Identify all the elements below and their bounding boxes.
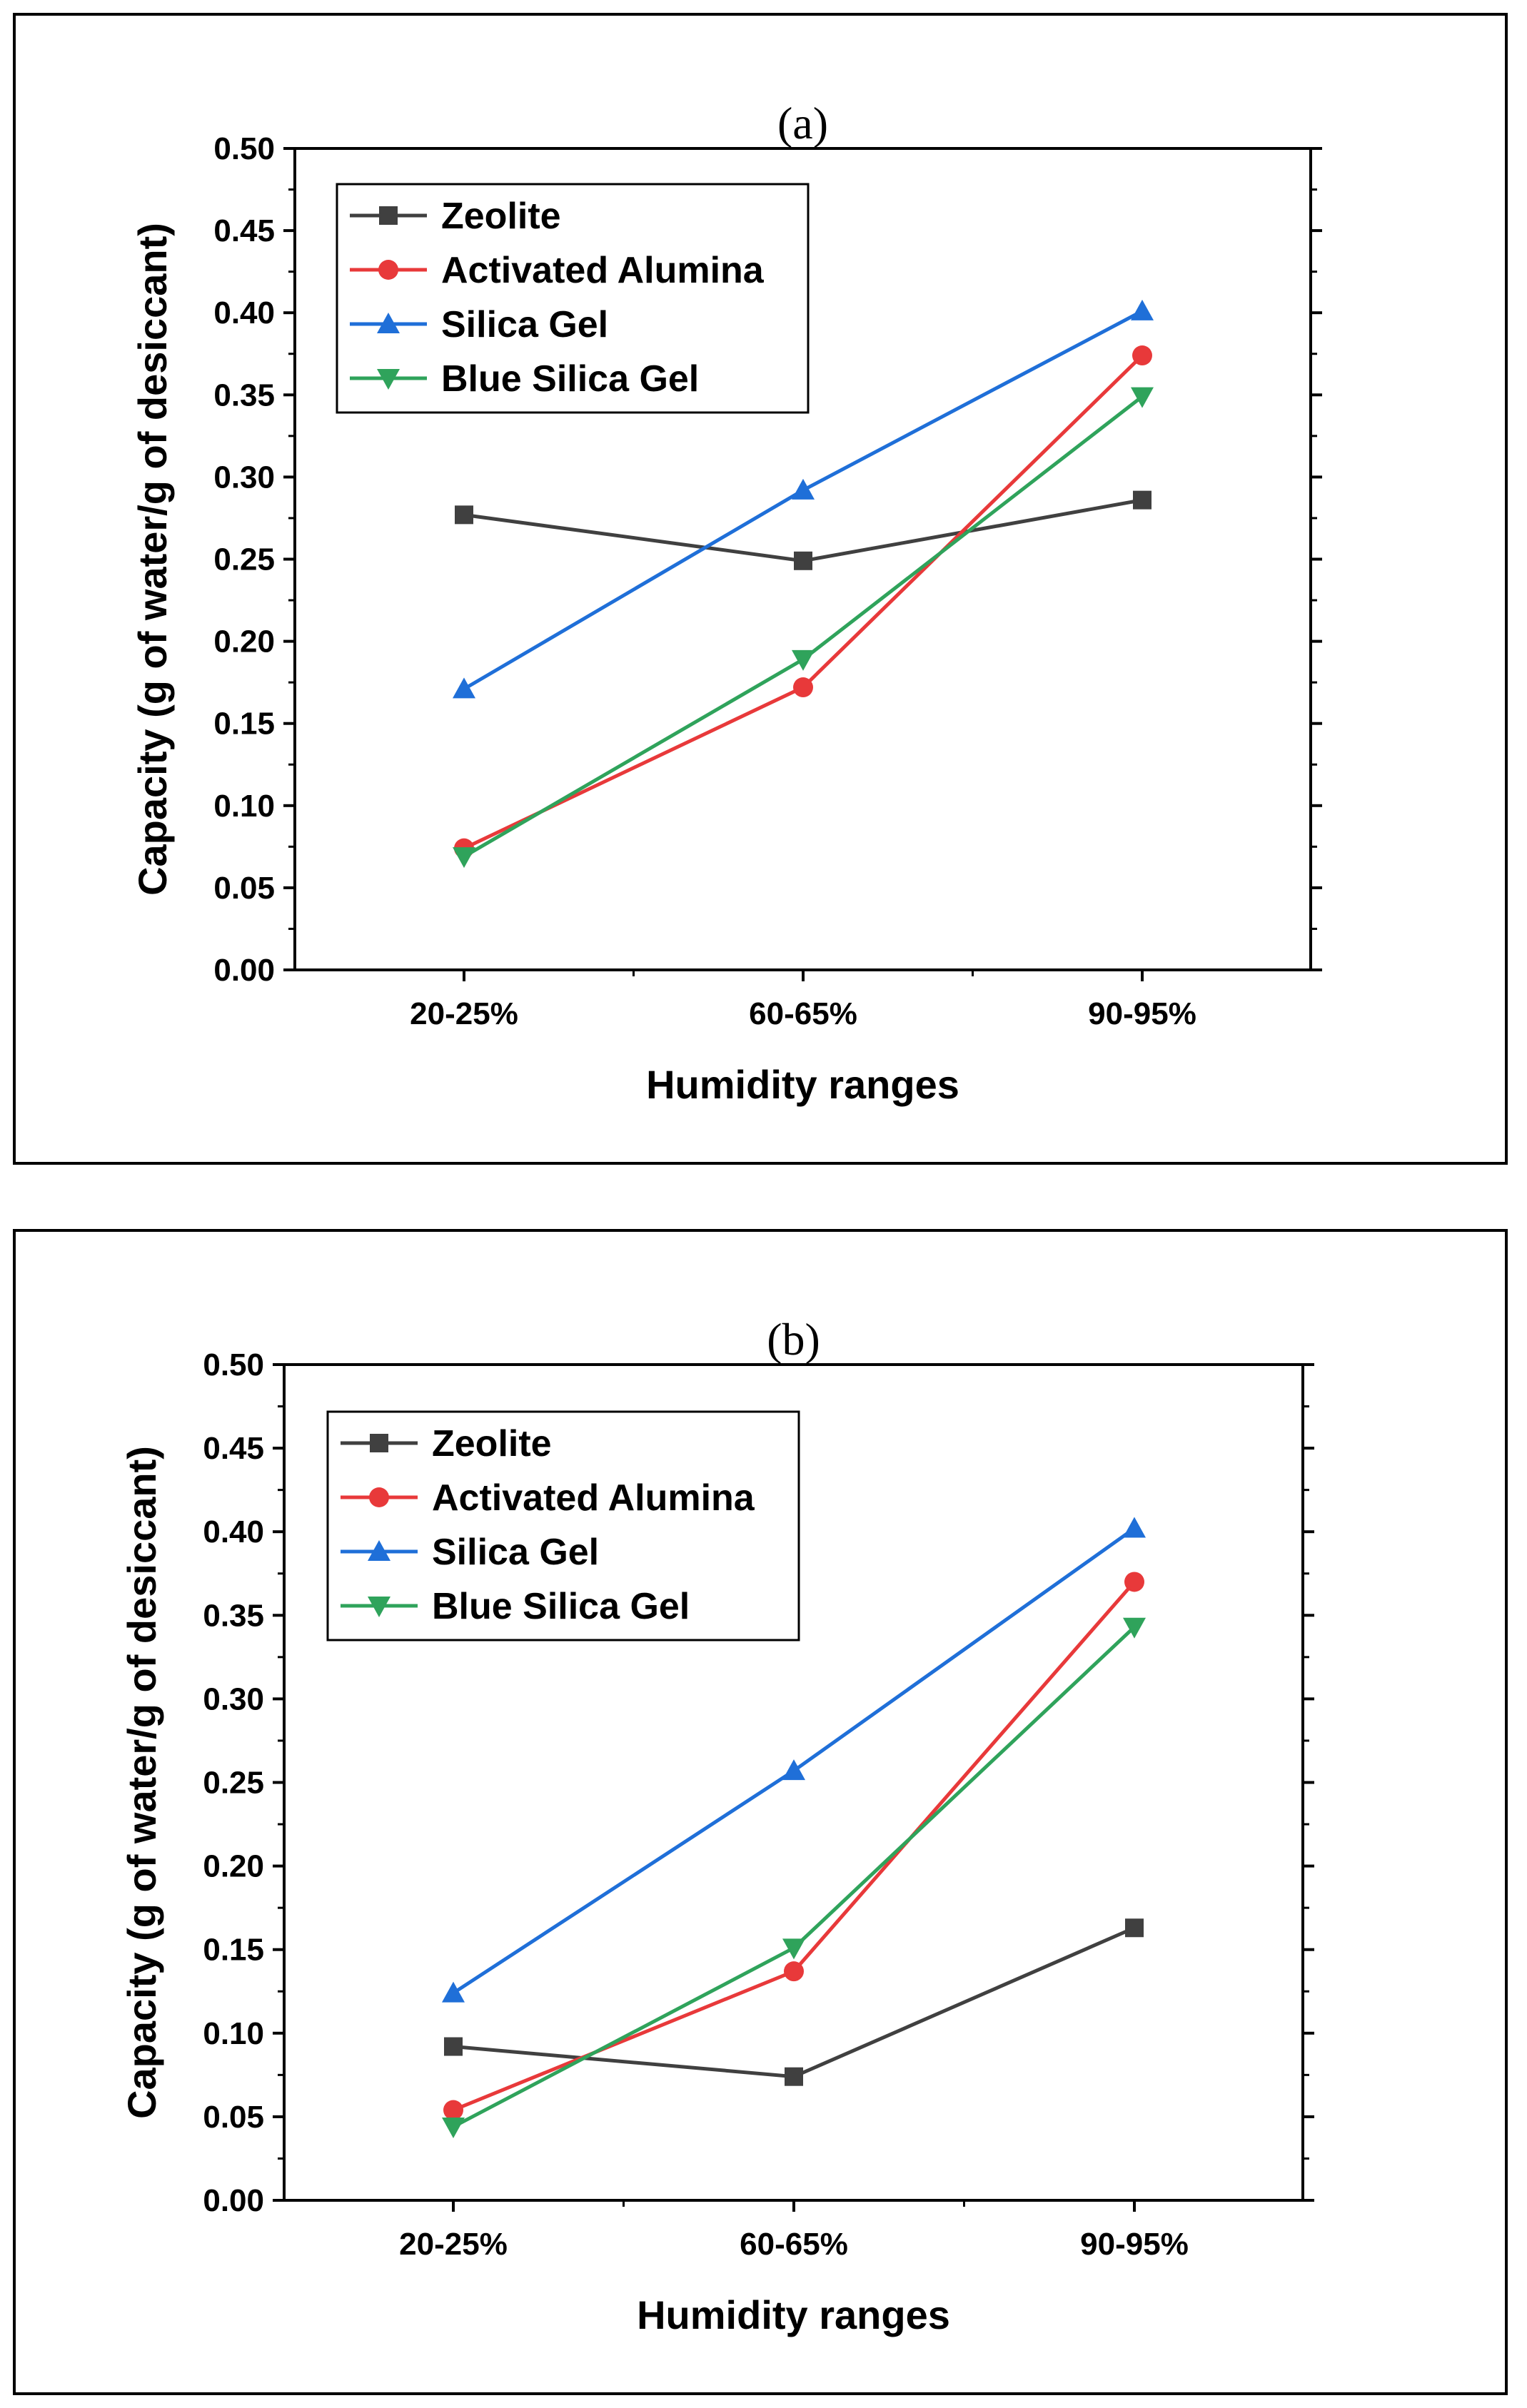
chart-a-ytick-label: 0.10 [213,789,275,824]
chart-a-data-point [793,677,813,698]
chart-b-ytick-label: 0.35 [203,1598,264,1633]
chart-b-xtick-label: 90-95% [1080,2227,1189,2262]
chart-a-legend-label: Silica Gel [441,304,608,345]
chart-a-legend-marker [379,206,398,225]
chart-a-legend-marker [378,260,398,280]
chart-b-legend-label: Activated Alumina [432,1477,755,1519]
chart-a-ylabel: Capacity (g of water/g of desiccant) [130,223,175,896]
chart-b-xtick-label: 20-25% [399,2227,508,2262]
chart-b-legend-label: Blue Silica Gel [432,1586,690,1627]
chart-b-title: (b) [767,1314,820,1365]
chart-a-svg: (a) 0.00 0.05 0.10 0.15 0.20 0.25 0.30 0.35 0.40 0… [130,98,1322,1107]
chart-a-data-point [453,677,475,699]
chart-a-legend: Zeolite Activated Alumina Silica Gel Blue S… [336,183,810,414]
chart-a-xtick-label: 90-95% [1088,996,1196,1031]
chart-a-ytick-label: 0.45 [213,213,275,248]
chart-b-ytick-label: 0.15 [203,1933,264,1968]
chart-b-ytick-label: 0.10 [203,2016,264,2051]
chart-b-legend: Zeolite Activated Alumina Silica Gel Blue S… [326,1410,800,1641]
chart-a-ytick-label: 0.50 [213,131,275,166]
chart-b-ytick-label: 0.40 [203,1514,264,1549]
chart-b-data-point [1123,1517,1146,1538]
chart-a-xlabel: Humidity ranges [646,1062,959,1107]
chart-a-series-3 [453,387,1154,869]
chart-a-data-point [1131,387,1154,408]
chart-a-ytick-label: 0.40 [213,295,275,330]
chart-a-data-point [792,478,815,500]
chart-b-data-point [1125,1918,1144,1938]
chart-a-xtick-label: 60-65% [749,996,857,1031]
chart-a-series-line [463,395,1144,859]
chart-a-series-line [463,354,1144,850]
chart-b-ylabel: Capacity (g of water/g of desiccant) [119,1446,164,2119]
chart-a-series-2 [453,299,1154,699]
chart-a-legend-label: Zeolite [441,196,561,237]
chart-b-ytick-label: 0.00 [203,2183,264,2218]
chart-a-series-1 [454,345,1152,859]
chart-b-legend-label: Silica Gel [432,1532,599,1573]
chart-b-data-point [782,1938,805,1960]
chart-b-series-1 [443,1572,1144,2120]
chart-b-legend-marker [369,1487,389,1507]
chart-a-ytick-label: 0.35 [213,378,275,413]
chart-b-ytick-label: 0.30 [203,1681,264,1716]
chart-a-ytick-label: 0.05 [213,871,275,906]
chart-a-data-point [1133,490,1151,510]
chart-b-ytick-label: 0.45 [203,1431,264,1466]
chart-a-ytick-label: 0.25 [213,542,275,577]
chart-a-legend-marker [377,313,400,333]
chart-panel-a: (a) 0.00 0.05 0.10 0.15 0.20 0.25 0.30 0.35 0.40 0… [13,13,1508,1165]
chart-b-data-point [1123,1617,1146,1639]
chart-b-data-point [782,1759,805,1781]
chart-a-data-point [1131,299,1154,320]
chart-a-data-point [453,847,475,869]
chart-b-legend-marker [368,1597,390,1617]
chart-a-ytick-label: 0.20 [213,624,275,659]
chart-a-data-point [794,551,812,570]
chart-b-series-line [453,1580,1136,2112]
chart-a-ytick-label: 0.15 [213,707,275,742]
chart-b-ytick-label: 0.20 [203,1849,264,1884]
chart-a-data-point [792,649,815,671]
chart-a-ytick-label: 0.30 [213,460,275,495]
chart-b-series-0 [444,1918,1144,2086]
chart-b-legend-box [326,1410,800,1641]
chart-a-legend-marker [377,369,400,390]
chart-b-data-point [785,2067,803,2086]
chart-b-data-point [442,1981,465,2003]
chart-b-ytick-label: 0.25 [203,1766,264,1801]
chart-b-svg: (b) 0.00 0.05 0.10 0.15 0.20 0.25 0.30 0.35 0.40 0… [119,1314,1314,2337]
chart-a-data-point [1132,345,1152,366]
chart-b-xtick-label: 60-65% [740,2227,848,2262]
chart-a-data-point [455,505,473,525]
chart-b-legend-marker [370,1434,388,1452]
chart-b-series-line [452,1625,1136,2129]
chart-a-legend-label: Activated Alumina [441,250,765,291]
chart-b-data-point [1124,1572,1144,1592]
chart-b-data-point [784,1961,804,1982]
chart-a-ytick-label: 0.00 [213,953,275,988]
chart-b-ytick-label: 0.05 [203,2100,264,2135]
chart-b-legend-label: Zeolite [432,1423,552,1464]
chart-a-title: (a) [777,98,828,148]
chart-panel-b: (b) 0.00 0.05 0.10 0.15 0.20 0.25 0.30 0.35 0.40 0… [13,1229,1508,2395]
chart-b-xlabel: Humidity ranges [637,2292,950,2337]
chart-a-xtick-label: 20-25% [410,996,518,1031]
chart-b-data-point [444,2037,463,2056]
chart-b-data-point [442,2117,465,2138]
chart-a-legend-box [336,183,810,414]
chart-b-series-3 [442,1617,1146,2138]
chart-b-ytick-label: 0.50 [203,1347,264,1382]
chart-b-series-2 [442,1517,1146,2003]
chart-a-legend-label: Blue Silica Gel [441,358,699,400]
chart-b-data-point [443,2100,463,2120]
chart-a-series-0 [455,490,1151,570]
chart-b-legend-marker [368,1540,390,1561]
